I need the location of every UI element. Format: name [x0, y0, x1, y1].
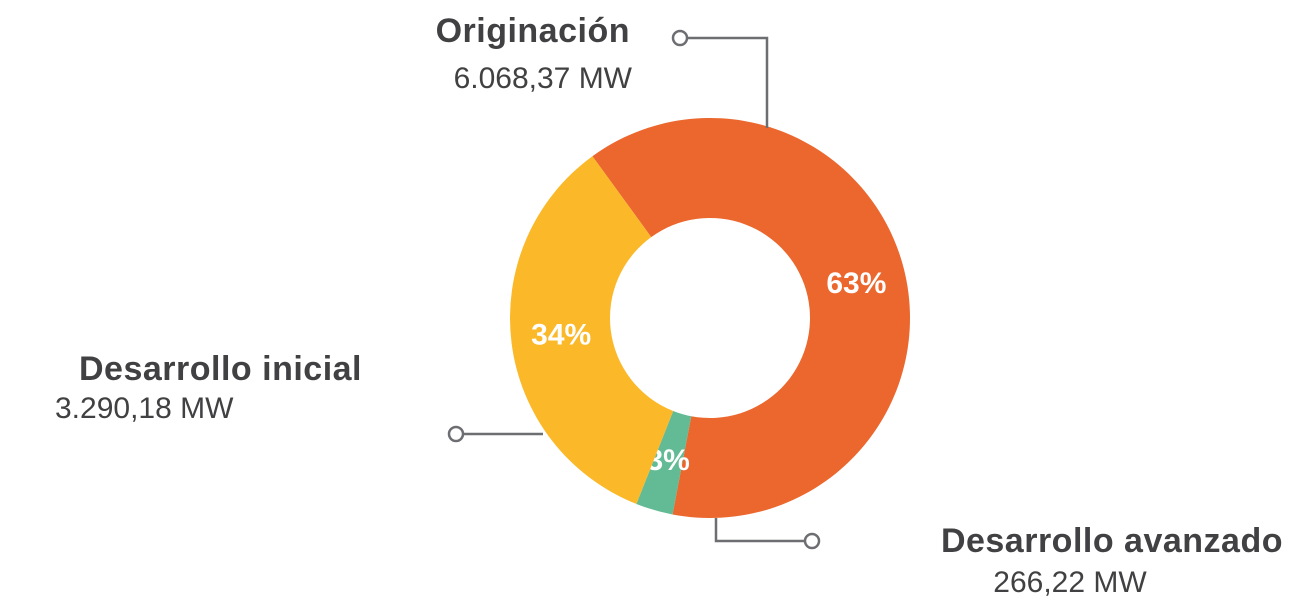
detail-label: 3.290,18 MW [55, 392, 234, 425]
donut: 63%3%34% [510, 118, 910, 518]
slice [592, 118, 910, 518]
connector-dot [803, 532, 821, 550]
slice [636, 410, 692, 515]
value-label: 34% [531, 319, 591, 352]
detail-label: 6.068,37 MW [454, 62, 633, 95]
category-label: Desarrollo avanzado [941, 522, 1283, 560]
detail-label: 266,22 MW [993, 566, 1147, 599]
connector-dot [671, 29, 689, 47]
value-label: 63% [826, 267, 886, 300]
connector [688, 36, 769, 128]
slice [510, 156, 674, 504]
connector [714, 518, 805, 543]
category-label: Originación [436, 12, 630, 50]
connector-dot [447, 425, 465, 443]
category-label: Desarrollo inicial [79, 350, 362, 388]
